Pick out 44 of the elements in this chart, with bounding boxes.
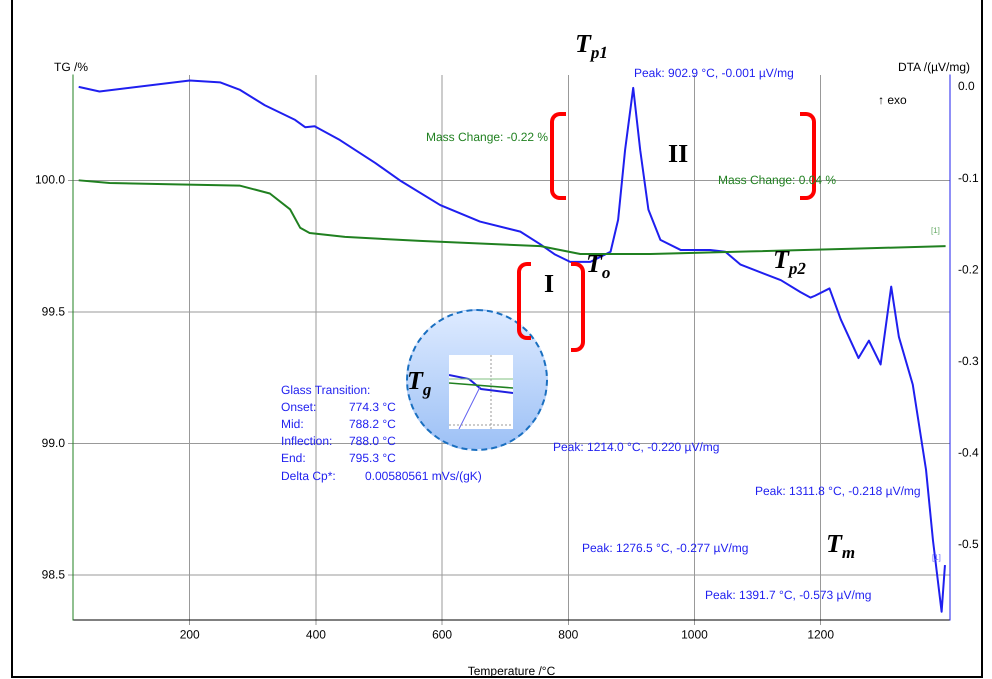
annotation: Mass Change: -0.22 % [426,130,548,144]
annotation: Peak: 902.9 °C, -0.001 µV/mg [634,66,794,80]
annotation: ↑ exo [878,93,907,107]
annotation: II [668,139,688,168]
y-tick-label: 99.0 [42,436,66,450]
x-tick-label: 1000 [681,628,708,642]
annotation: 788.0 °C [349,434,396,448]
y2-tick-label: -0.3 [958,354,980,368]
y2-axis-title: DTA /(µV/mg) [898,60,970,74]
y2-tick-label: -0.4 [958,446,980,460]
annotation: Peak: 1391.7 °C, -0.573 µV/mg [705,588,872,602]
annotation: Mid: [281,417,304,431]
x-tick-label: 1200 [807,628,834,642]
annotation: Delta Cp*: [281,469,336,483]
x-axis-title: Temperature /°C [468,664,556,678]
annotation: 788.2 °C [349,417,396,431]
annotation: End: [281,451,306,465]
annotation: 795.3 °C [349,451,396,465]
y2-tick-label: -0.5 [958,537,980,552]
annotation: Peak: 1311.8 °C, -0.218 µV/mg [755,484,921,498]
x-tick-label: 600 [432,628,452,642]
annotation: Onset: [281,400,316,414]
annotation: I [544,269,554,298]
annotation: Glass Transition: [281,383,370,397]
annotation: T$_{g}$ [407,366,432,402]
annotation: 0.00580561 mVs/(gK) [365,469,482,483]
annotation: Peak: 1276.5 °C, -0.277 µV/mg [582,541,748,555]
y2-tick-label: -0.2 [958,262,980,276]
annotation: 774.3 °C [349,400,396,414]
text: T$_{p1}$ [575,29,608,64]
annotation: T$_{p2}$ [773,245,806,280]
y2-tick-label: -0.1 [958,170,980,185]
annotation: Inflection: [281,434,332,448]
y-axis-title: TG /% [54,60,88,74]
y-tick-label: 100.0 [34,172,66,187]
x-tick-label: 200 [180,628,200,642]
x-tick-label: 400 [306,628,326,642]
x-tick-label: 800 [558,628,579,642]
y-tick-label: 99.5 [42,304,66,318]
y2-tick-label: 0.0 [958,79,976,94]
y-tick-label: 98.5 [42,568,66,582]
annotation: Peak: 1214.0 °C, -0.220 µV/mg [553,440,720,454]
annotation: [1] [931,225,940,237]
annotation: T$_{m}$ [826,529,856,564]
